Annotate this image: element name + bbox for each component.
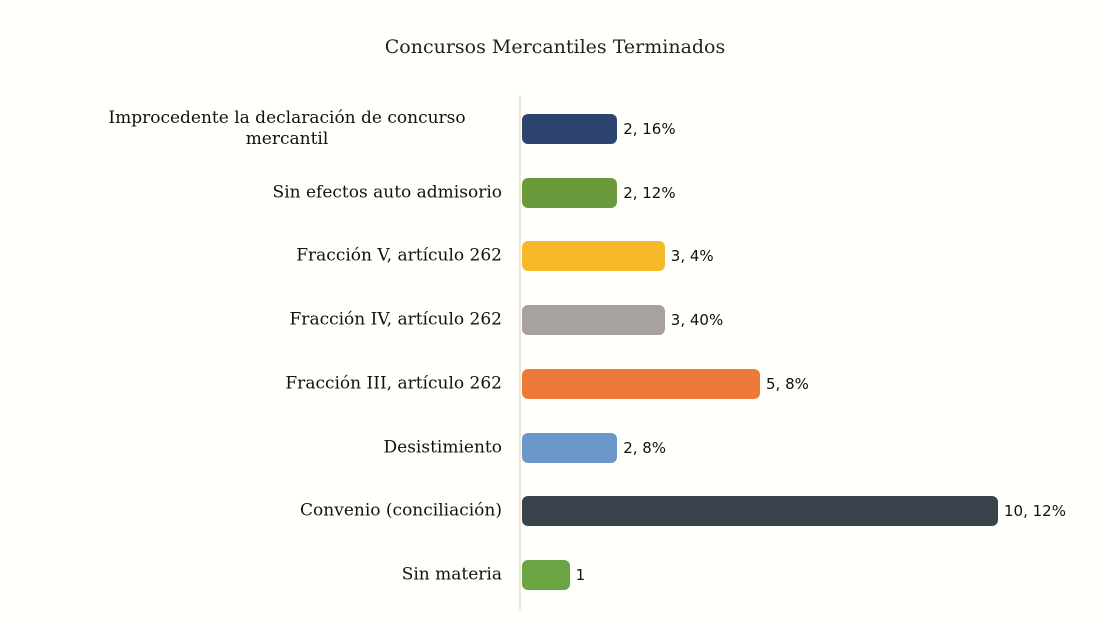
- data-label: 1: [575, 565, 586, 584]
- data-label: 2, 8%: [623, 438, 667, 457]
- data-label: 2, 12%: [623, 183, 676, 202]
- chart-title: Concursos Mercantiles Terminados: [384, 36, 726, 58]
- category-label: Improcedente la declaración de concurso …: [40, 108, 502, 151]
- bar: [522, 177, 618, 208]
- category-label-text: Fracción IV, artículo 262: [289, 309, 502, 330]
- data-label: 3, 40%: [670, 311, 724, 330]
- bar: [522, 241, 665, 272]
- category-label: Sin efectos auto admisorio: [40, 182, 502, 203]
- category-label-text: Desistimiento: [383, 436, 502, 457]
- bar: [522, 114, 618, 144]
- data-label: 10, 12%: [1004, 502, 1066, 521]
- category-label-text: Sin efectos auto admisorio: [272, 182, 502, 203]
- bar: [522, 496, 998, 527]
- bar: [522, 432, 618, 463]
- category-label: Sin materia: [40, 564, 502, 585]
- category-label: Fracción III, artículo 262: [40, 373, 502, 394]
- category-label-text: Fracción V, artículo 262: [296, 245, 502, 266]
- category-label-text: Improcedente la declaración de concurso …: [108, 107, 466, 149]
- bar: [522, 559, 570, 590]
- bar: [522, 368, 760, 399]
- category-label-text: Fracción III, artículo 262: [285, 373, 502, 394]
- category-label-text: Sin materia: [401, 564, 502, 585]
- data-label: 3, 4%: [670, 247, 714, 266]
- bar: [522, 305, 665, 336]
- category-axis: [519, 95, 521, 610]
- data-label: 5, 8%: [766, 374, 809, 393]
- category-label: Fracción V, artículo 262: [40, 246, 502, 267]
- category-label: Desistimiento: [40, 437, 502, 458]
- category-label-text: Convenio (conciliación): [300, 500, 502, 521]
- category-label: Fracción IV, artículo 262: [40, 309, 502, 330]
- data-label: 2, 16%: [623, 120, 676, 138]
- category-label: Convenio (conciliación): [40, 501, 502, 522]
